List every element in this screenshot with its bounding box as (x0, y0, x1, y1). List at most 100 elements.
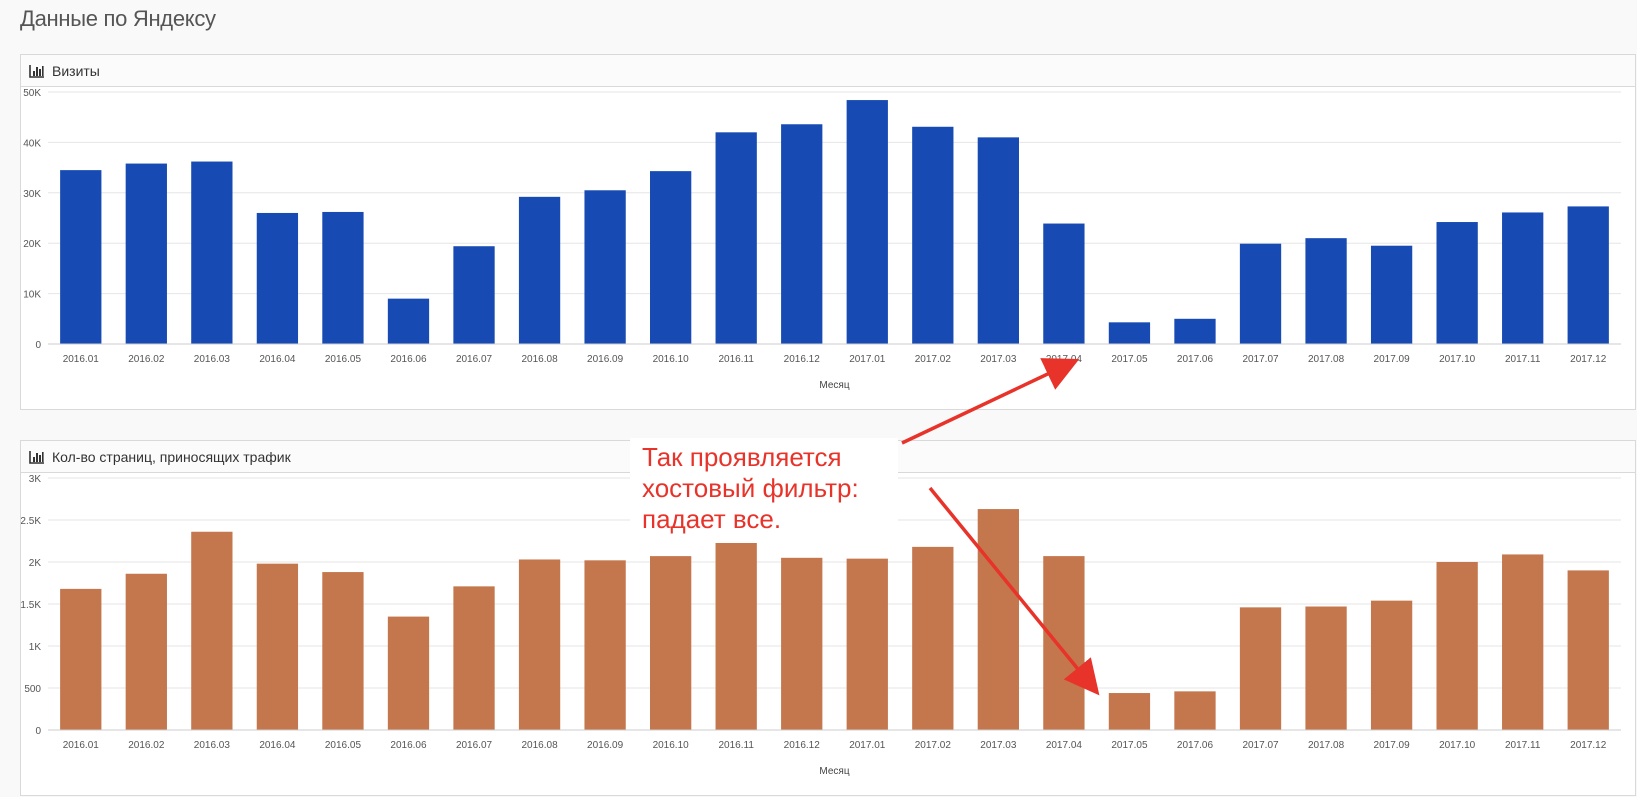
x-tick-label: 2017.02 (915, 740, 952, 751)
x-axis-label: Месяц (819, 766, 849, 777)
x-tick-label: 2017.11 (1505, 354, 1541, 365)
y-tick-label: 20K (23, 239, 41, 250)
x-tick-label: 2017.09 (1374, 354, 1411, 365)
x-tick-label: 2017.07 (1242, 354, 1279, 365)
bar-2017.03[interactable] (977, 137, 1019, 344)
y-tick-label: 30K (23, 189, 41, 200)
bar-2016.05[interactable] (322, 572, 364, 730)
annotation-line: хостовый фильтр: (642, 473, 859, 503)
annotation-callout: Так проявляется хостовый фильтр: падает … (630, 438, 898, 543)
y-tick-label: 40K (23, 138, 41, 149)
bar-2017.03[interactable] (977, 509, 1019, 730)
bar-2017.08[interactable] (1305, 606, 1347, 730)
x-tick-label: 2016.04 (259, 354, 296, 365)
visits-bar-chart: 0 10K 20K 30K 40K 50K 2016.01 2016.02 2016.03 201… (23, 88, 1621, 391)
bar-2017.01[interactable] (846, 558, 888, 730)
bar-2016.04[interactable] (256, 563, 299, 730)
bar-2016.07[interactable] (453, 246, 495, 344)
y-tick-label: 2.5K (21, 516, 41, 527)
x-tick-label: 2017.08 (1308, 740, 1345, 751)
x-tick-label: 2017.01 (849, 740, 886, 751)
bar-2017.10[interactable] (1436, 562, 1478, 730)
x-tick-label: 2016.01 (63, 740, 100, 751)
bar-2017.06[interactable] (1174, 691, 1216, 730)
bar-2016.02[interactable] (125, 163, 167, 344)
bar-2016.09[interactable] (584, 560, 626, 730)
x-tick-label: 2016.05 (325, 740, 362, 751)
bar-2017.09[interactable] (1370, 600, 1413, 730)
bar-2017.07[interactable] (1239, 243, 1282, 344)
bar-2016.08[interactable] (518, 559, 561, 730)
x-tick-label: 2016.03 (194, 354, 231, 365)
bar-2017.04[interactable] (1043, 223, 1085, 344)
bar-2016.05[interactable] (322, 211, 364, 344)
x-tick-label: 2016.02 (128, 740, 165, 751)
bar-2017.04[interactable] (1043, 556, 1085, 730)
x-tick-label: 2017.12 (1570, 740, 1607, 751)
x-tick-label: 2016.11 (718, 740, 754, 751)
bar-2017.09[interactable] (1370, 245, 1413, 344)
visits-panel-header: Визиты (21, 55, 1635, 87)
visits-panel: Визиты 0 10K 20K 30K 40K 50K 2016.01 2016.02 201… (20, 54, 1636, 410)
page-title: Данные по Яндексу (20, 6, 216, 31)
bar-2016.12[interactable] (781, 557, 823, 730)
x-tick-label: 2016.09 (587, 740, 624, 751)
bar-2017.06[interactable] (1174, 318, 1216, 344)
x-tick-label: 2017.06 (1177, 740, 1214, 751)
bar-2016.03[interactable] (191, 161, 233, 344)
x-tick-label: 2016.05 (325, 354, 362, 365)
bar-2016.10[interactable] (650, 556, 692, 730)
y-tick-label: 2K (29, 558, 42, 569)
annotation-line: Так проявляется (642, 442, 842, 472)
bar-2017.07[interactable] (1239, 607, 1282, 730)
x-tick-label: 2017.12 (1570, 354, 1607, 365)
bar-2017.01[interactable] (846, 100, 888, 345)
bar-2016.11[interactable] (715, 132, 757, 344)
bar-2017.12[interactable] (1567, 570, 1609, 730)
bar-2017.02[interactable] (912, 546, 954, 730)
annotation-line: падает все. (642, 504, 782, 534)
bar-2017.11[interactable] (1502, 212, 1544, 344)
bar-2016.06[interactable] (387, 298, 430, 344)
x-tick-label: 2016.12 (784, 354, 821, 365)
bar-2016.07[interactable] (453, 586, 495, 730)
x-tick-label: 2017.03 (980, 354, 1017, 365)
bar-2016.08[interactable] (518, 196, 561, 344)
x-tick-label: 2017.02 (915, 354, 952, 365)
bar-2017.05[interactable] (1108, 693, 1151, 730)
bar-2016.09[interactable] (584, 190, 626, 344)
x-tick-label: 2017.09 (1374, 740, 1411, 751)
bar-2017.02[interactable] (912, 126, 954, 344)
bar-2016.03[interactable] (191, 531, 233, 730)
x-tick-label: 2017.03 (980, 740, 1017, 751)
bar-2017.05[interactable] (1108, 322, 1151, 344)
bar-2016.01[interactable] (60, 170, 102, 344)
x-tick-label: 2016.01 (63, 354, 100, 365)
bar-2016.10[interactable] (650, 171, 692, 344)
x-tick-label: 2016.10 (653, 740, 690, 751)
x-tick-label: 2017.01 (849, 354, 886, 365)
bar-2017.12[interactable] (1567, 206, 1609, 344)
visits-chart-title: Визиты (52, 62, 100, 79)
x-tick-label: 2017.06 (1177, 354, 1214, 365)
bar-2017.08[interactable] (1305, 238, 1347, 344)
x-tick-label: 2017.10 (1439, 740, 1476, 751)
bar-2016.02[interactable] (125, 573, 167, 730)
x-tick-label: 2017.11 (1505, 740, 1541, 751)
bar-2016.06[interactable] (387, 616, 430, 730)
y-tick-label: 10K (23, 290, 41, 301)
x-axis-label: Месяц (819, 380, 849, 391)
x-tick-label: 2016.07 (456, 740, 493, 751)
bar-2016.04[interactable] (256, 212, 299, 344)
x-tick-label: 2017.04 (1046, 354, 1083, 365)
bar-2016.12[interactable] (781, 124, 823, 344)
bar-2016.11[interactable] (715, 540, 757, 730)
y-tick-label: 0 (35, 726, 41, 737)
pages-bar-chart: 0 500 1K 1.5K 2K 2.5K 3K 2016.01 2016.02 2016.03 2… (21, 474, 1621, 777)
bar-2017.11[interactable] (1502, 554, 1544, 730)
x-tick-label: 2016.03 (194, 740, 231, 751)
bar-chart-icon (29, 64, 44, 78)
x-tick-label: 2016.07 (456, 354, 493, 365)
bar-2017.10[interactable] (1436, 222, 1478, 344)
bar-2016.01[interactable] (60, 588, 102, 730)
